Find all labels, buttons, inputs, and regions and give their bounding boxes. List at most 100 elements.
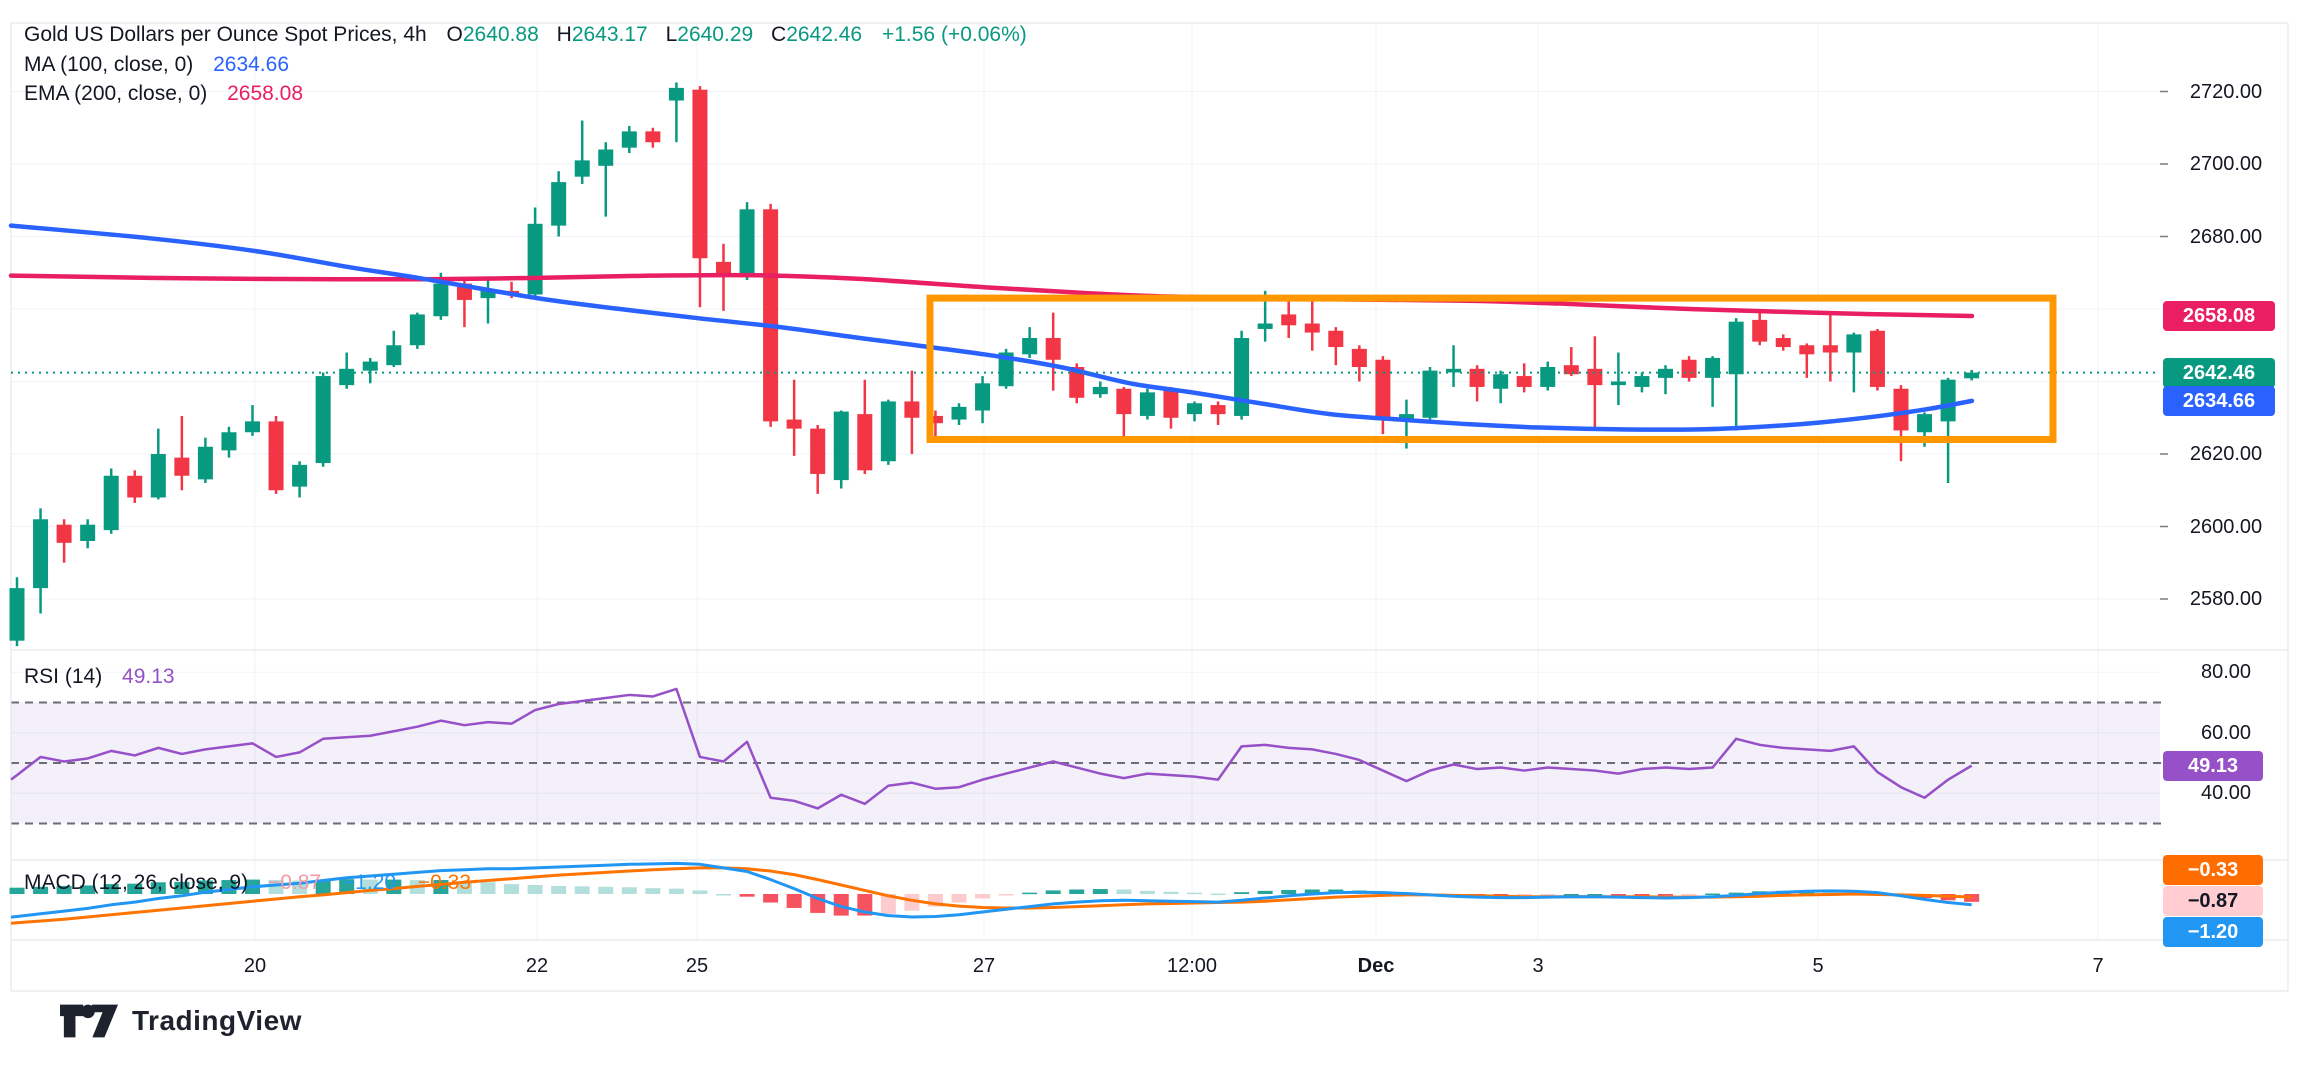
macd-histogram-bar xyxy=(692,890,708,894)
ema-value: 2658.08 xyxy=(227,82,304,105)
candle-body xyxy=(339,368,355,386)
macd-histogram-bar xyxy=(1163,891,1179,894)
candle-body xyxy=(810,428,826,474)
candle-body xyxy=(1328,330,1344,348)
macd-line[interactable] xyxy=(10,861,1972,919)
candle-body xyxy=(362,361,378,371)
rsi-legend-row[interactable]: RSI (14) 49.13 xyxy=(24,662,175,692)
macd-histogram-bar xyxy=(504,884,520,894)
ema-legend-row[interactable]: EMA (200, close, 0) 2658.08 xyxy=(24,79,303,109)
candle-body xyxy=(1869,330,1885,387)
macd-histogram-bar xyxy=(1139,890,1155,894)
candle-body xyxy=(1446,368,1462,373)
macd-histogram-bar xyxy=(1658,894,1673,896)
candle-body xyxy=(1799,345,1815,355)
ohlc-close-value: 2642.46 xyxy=(786,23,863,46)
candle-body xyxy=(386,345,402,366)
time-axis-label: 5 xyxy=(1812,955,1824,977)
candle-body xyxy=(1469,368,1485,387)
candle-body xyxy=(221,432,237,451)
macd-histogram-bar xyxy=(80,885,96,894)
ohlc-low-label: L xyxy=(665,23,678,46)
price-change: +1.56 (+0.06%) xyxy=(881,23,1027,46)
candle-body xyxy=(1681,359,1697,378)
ma100-line[interactable] xyxy=(8,223,1975,432)
candle-body xyxy=(245,421,260,433)
candle-body xyxy=(763,209,779,422)
macd-histogram-bar xyxy=(951,894,967,903)
ohlc-close-label: C xyxy=(771,23,787,46)
candle-body xyxy=(598,149,614,166)
range-box-annotation[interactable] xyxy=(926,294,2057,443)
candle-body xyxy=(1563,365,1579,375)
symbol-legend-row[interactable]: Gold US Dollars per Ounce Spot Prices, 4… xyxy=(24,20,1027,50)
macd-line-value: −1.20 xyxy=(342,871,397,894)
macd-histogram-bar xyxy=(1681,894,1697,896)
candle-body xyxy=(1187,403,1202,415)
candle-body xyxy=(268,421,284,491)
tradingview-logo[interactable]: TradingView xyxy=(60,1004,302,1038)
ohlc-low-value: 2640.29 xyxy=(677,23,754,46)
ohlc-close: C2642.46 xyxy=(771,23,862,46)
macd-histogram-bar xyxy=(1187,892,1202,895)
candle-body xyxy=(1493,374,1509,389)
candle-body xyxy=(527,223,543,295)
last-price-badge: 2642.46 xyxy=(2163,357,2275,388)
candle-body xyxy=(786,419,802,429)
candle-body xyxy=(1398,414,1414,422)
ma-value: 2634.66 xyxy=(213,53,290,76)
macd-histogram-bar xyxy=(9,887,25,894)
macd-histogram-bar xyxy=(833,894,849,916)
candle-body xyxy=(1634,376,1650,387)
candle-body xyxy=(998,352,1014,387)
candle-body xyxy=(292,464,308,487)
candle-body xyxy=(127,475,143,498)
price-axis-label: 2580.00 xyxy=(2189,588,2263,610)
candle-body xyxy=(1045,338,1061,360)
rsi-line[interactable] xyxy=(10,687,1973,810)
macd-histogram-bar xyxy=(1964,894,1980,902)
macd-histogram-bar xyxy=(339,879,355,894)
ema200-line[interactable] xyxy=(8,272,1975,319)
macd-histogram-bar xyxy=(1634,894,1650,896)
candle-body xyxy=(1139,392,1155,416)
macd-histogram-bar xyxy=(103,884,119,894)
tradingview-logo-icon xyxy=(60,1004,118,1038)
candle-body xyxy=(150,454,166,498)
candle-body xyxy=(716,261,731,277)
candle-body xyxy=(1540,367,1556,387)
rsi-axis-label: 80.00 xyxy=(2200,661,2252,684)
symbol-title: Gold US Dollars per Ounce Spot Prices, 4… xyxy=(24,23,427,46)
candle-body xyxy=(1234,338,1250,416)
macd-histogram-bar xyxy=(127,883,143,894)
candle-body xyxy=(551,182,567,226)
macd-legend-row[interactable]: MACD (12, 26, close, 9) −0.87 −1.20 −0.3… xyxy=(24,868,487,898)
time-axis-label: 3 xyxy=(1532,955,1544,977)
candle-body xyxy=(80,524,96,541)
macd-histogram-bar xyxy=(1587,894,1603,896)
price-axis-label: 2600.00 xyxy=(2189,515,2263,538)
ma-label: MA (100, close, 0) xyxy=(24,53,194,76)
macd-histogram-bar xyxy=(386,879,402,894)
candle-body xyxy=(1022,338,1038,355)
price-axis-label: 2720.00 xyxy=(2189,80,2263,103)
candle-body xyxy=(857,414,873,471)
candle-body xyxy=(1257,323,1273,329)
time-axis-label: 7 xyxy=(2092,955,2104,977)
macd-histogram-bar xyxy=(1069,889,1085,894)
candle-body xyxy=(1351,348,1367,367)
candle-body xyxy=(103,475,119,531)
macd-hist-value: −0.87 xyxy=(267,871,322,894)
ohlc-open-value: 2640.88 xyxy=(462,23,539,46)
ma-legend-row[interactable]: MA (100, close, 0) 2634.66 xyxy=(24,50,289,80)
candle-body xyxy=(692,89,708,259)
macd-histogram-bar xyxy=(1281,889,1297,894)
candle-body xyxy=(1422,370,1438,418)
rsi-axis-label: 40.00 xyxy=(2200,782,2252,805)
ohlc-open: O2640.88 xyxy=(447,23,539,46)
candle-body xyxy=(1705,357,1721,378)
macd-histogram-bar xyxy=(786,894,802,908)
ema-price-badge: 2658.08 xyxy=(2163,300,2275,331)
